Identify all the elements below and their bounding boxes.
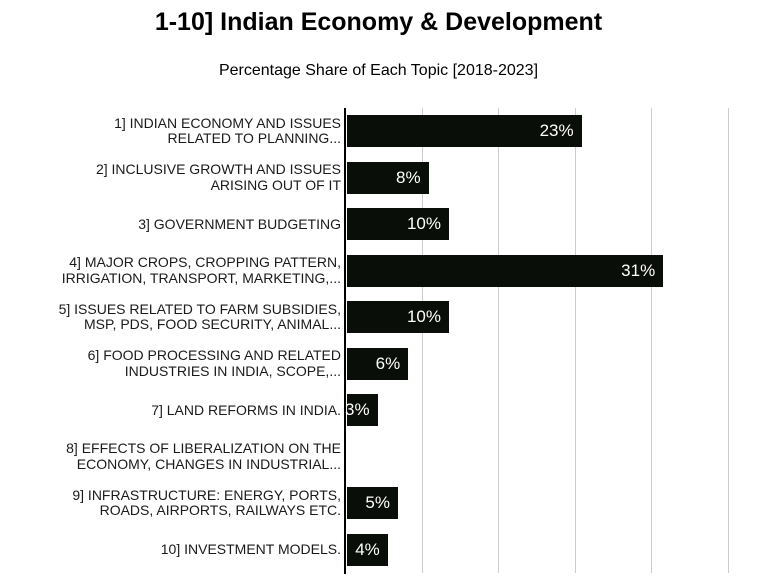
- bar-value-label: 8%: [396, 167, 421, 187]
- bar-value-label: 5%: [365, 493, 390, 513]
- category-label: 3] GOVERNMENT BUDGETING: [138, 215, 341, 232]
- category-label: 2] INCLUSIVE GROWTH AND ISSUES ARISING O…: [95, 161, 341, 193]
- bar: 10%: [347, 208, 449, 241]
- bar: 31%: [347, 254, 664, 287]
- category-label: 4] MAJOR CROPS, CROPPING PATTERN, IRRIGA…: [61, 254, 341, 286]
- rows-container: 1] INDIAN ECONOMY AND ISSUES RELATED TO …: [0, 108, 757, 573]
- gridline: [727, 108, 729, 573]
- bar-value-label: 23%: [539, 121, 574, 141]
- bar-value-label: 10%: [406, 214, 441, 234]
- gridline: [651, 108, 652, 573]
- chart-subtitle: Percentage Share of Each Topic [2018-202…: [218, 62, 539, 79]
- gridline: [421, 108, 423, 573]
- gridline: [574, 108, 576, 573]
- category-label: 6] FOOD PROCESSING AND RELATED INDUSTRIE…: [87, 347, 341, 379]
- bar: 8%: [347, 161, 429, 194]
- y-axis-line: [344, 108, 346, 574]
- bar: 4%: [347, 533, 388, 566]
- bar-value-label: 31%: [621, 260, 656, 280]
- bar: 3%: [345, 394, 378, 427]
- chart-row: 9] INFRASTRUCTURE: ENERGY, PORTS, ROADS,…: [0, 480, 757, 527]
- chart-row: 8] EFFECTS OF LIBERALIZATION ON THE ECON…: [0, 434, 757, 481]
- bar: 10%: [347, 301, 449, 334]
- chart-row: 4] MAJOR CROPS, CROPPING PATTERN, IRRIGA…: [0, 248, 757, 295]
- category-label: 1] INDIAN ECONOMY AND ISSUES RELATED TO …: [114, 114, 341, 147]
- bar-value-label: 3%: [345, 400, 370, 420]
- category-label: 7] LAND REFORMS IN INDIA.: [151, 401, 341, 418]
- category-label: 8] EFFECTS OF LIBERALIZATION ON THE ECON…: [66, 440, 341, 472]
- chart-row: 5] ISSUES RELATED TO FARM SUBSIDIES, MSP…: [0, 294, 757, 341]
- bar-value-label: 6%: [375, 353, 401, 373]
- chart-row: 10] INVESTMENT MODELS. 4%: [0, 527, 757, 574]
- bar-value-label: 10%: [406, 307, 441, 327]
- chart-row: 6] FOOD PROCESSING AND RELATED INDUSTRIE…: [0, 341, 757, 388]
- category-label: 9] INFRASTRUCTURE: ENERGY, PORTS, ROADS,…: [72, 486, 341, 519]
- chart-row: 3] GOVERNMENT BUDGETING 10%: [0, 201, 757, 248]
- gridline: [498, 108, 499, 573]
- bar-value-label: 4%: [355, 539, 380, 559]
- plot-area: [345, 108, 753, 573]
- bar: 23%: [347, 115, 582, 148]
- category-label: 10] INVESTMENT MODELS.: [160, 541, 341, 557]
- bar: 5%: [347, 487, 398, 520]
- chart-row: 2] INCLUSIVE GROWTH AND ISSUES ARISING O…: [0, 155, 757, 202]
- bar: 6%: [347, 347, 409, 380]
- chart-title: 1-10] Indian Economy & Development: [154, 8, 603, 36]
- category-label: 5] ISSUES RELATED TO FARM SUBSIDIES, MSP…: [58, 300, 341, 333]
- chart-row: 7] LAND REFORMS IN INDIA. 3%: [0, 387, 757, 434]
- chart-row: 1] INDIAN ECONOMY AND ISSUES RELATED TO …: [0, 108, 757, 155]
